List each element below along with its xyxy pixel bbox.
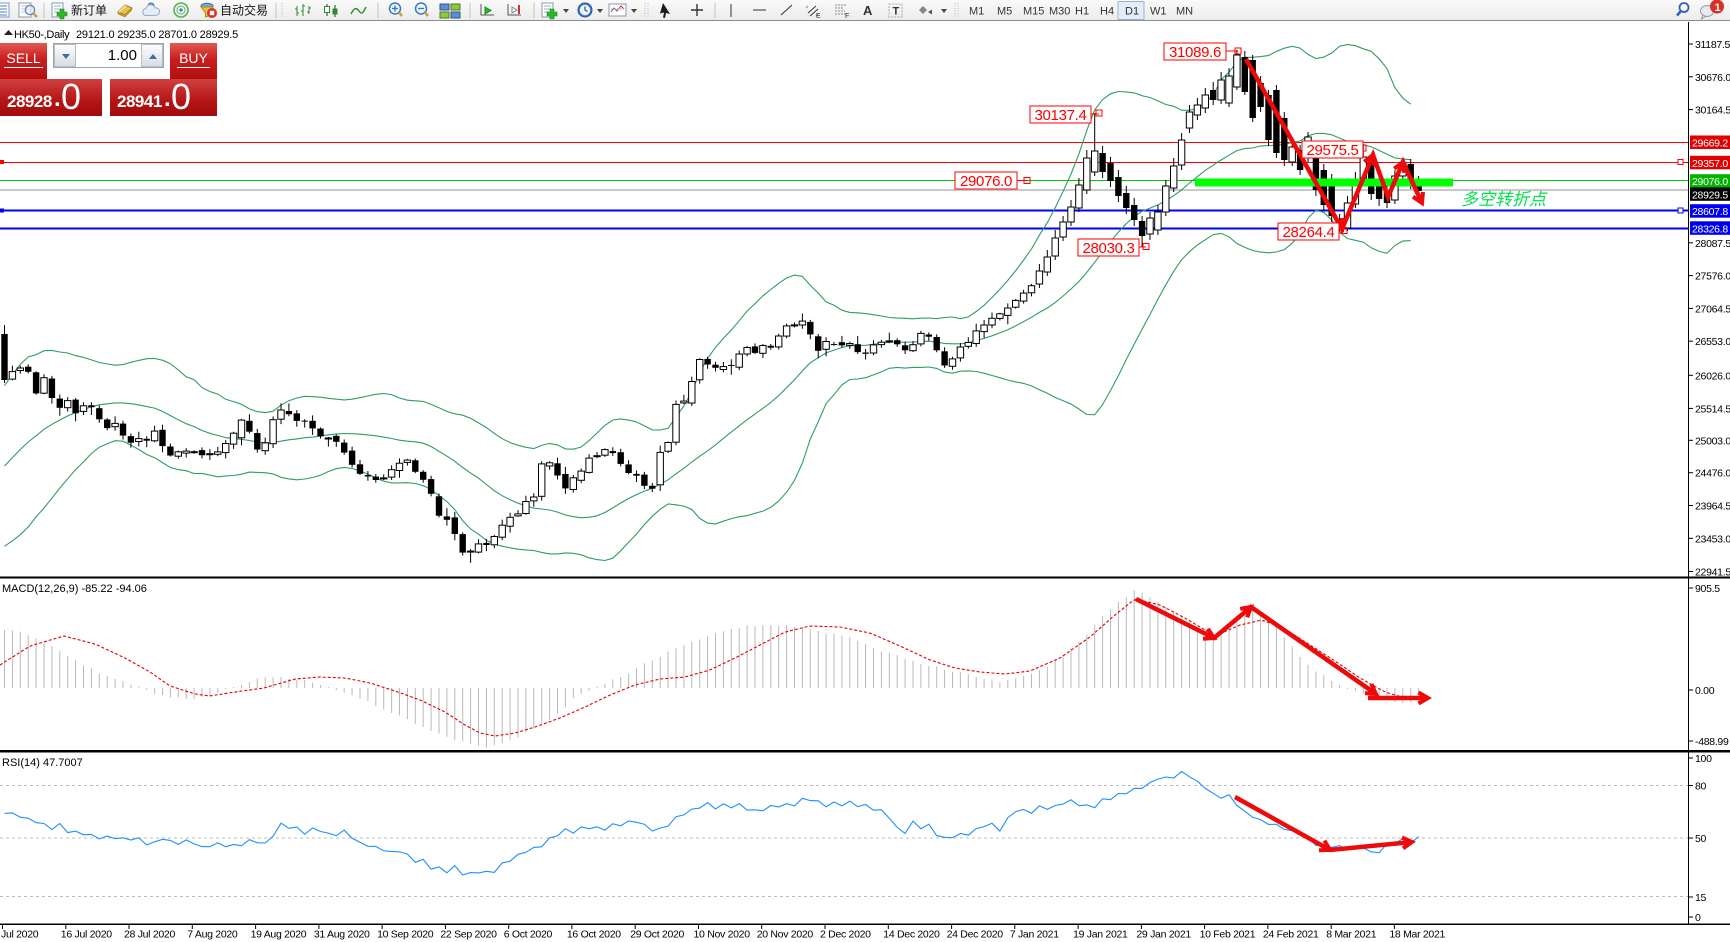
- svg-text:10 Feb 2021: 10 Feb 2021: [1200, 929, 1256, 941]
- svg-text:50: 50: [1695, 833, 1707, 845]
- svg-text:D1: D1: [1125, 6, 1139, 18]
- svg-text:29 Jan 2021: 29 Jan 2021: [1136, 929, 1191, 941]
- svg-text:29121.0 29235.0 28701.0 28929.: 29121.0 29235.0 28701.0 28929.5: [76, 29, 238, 41]
- svg-text:28607.8: 28607.8: [1692, 206, 1728, 218]
- svg-text:24 Feb 2021: 24 Feb 2021: [1263, 929, 1319, 941]
- svg-text:905.5: 905.5: [1695, 583, 1720, 595]
- svg-text:10 Sep 2020: 10 Sep 2020: [377, 929, 434, 941]
- svg-text:27064.5: 27064.5: [1695, 303, 1730, 315]
- svg-text:M15: M15: [1023, 6, 1044, 18]
- svg-text:31 Aug 2020: 31 Aug 2020: [314, 929, 370, 941]
- svg-text:25003.0: 25003.0: [1695, 435, 1730, 447]
- svg-text:M1: M1: [969, 6, 984, 18]
- svg-text:29575.5: 29575.5: [1306, 142, 1358, 159]
- svg-text:0.00: 0.00: [1695, 685, 1715, 697]
- svg-text:自动交易: 自动交易: [220, 3, 268, 18]
- svg-text:24 Dec 2020: 24 Dec 2020: [947, 929, 1004, 941]
- svg-text:26026.0: 26026.0: [1695, 370, 1730, 382]
- svg-text:0: 0: [1695, 912, 1701, 924]
- svg-text:30676.0: 30676.0: [1695, 72, 1730, 84]
- svg-text:29357.0: 29357.0: [1692, 158, 1728, 170]
- svg-text:8 Mar 2021: 8 Mar 2021: [1326, 929, 1377, 941]
- svg-text:16 Jul 2020: 16 Jul 2020: [61, 929, 112, 941]
- svg-text:25514.5: 25514.5: [1695, 403, 1730, 415]
- svg-text:28 Jul 2020: 28 Jul 2020: [124, 929, 175, 941]
- svg-text:M30: M30: [1049, 6, 1070, 18]
- svg-text:1: 1: [1715, 2, 1721, 14]
- svg-text:23453.0: 23453.0: [1695, 533, 1730, 545]
- svg-text:30164.5: 30164.5: [1695, 105, 1730, 117]
- svg-text:22 Sep 2020: 22 Sep 2020: [440, 929, 497, 941]
- svg-text:H1: H1: [1075, 6, 1089, 18]
- svg-text:27576.0: 27576.0: [1695, 271, 1730, 283]
- svg-text:6 Oct 2020: 6 Oct 2020: [504, 929, 553, 941]
- svg-text:22941.5: 22941.5: [1695, 567, 1730, 579]
- svg-text:18 Mar 2021: 18 Mar 2021: [1389, 929, 1445, 941]
- svg-text:80: 80: [1695, 781, 1707, 793]
- svg-text:新订单: 新订单: [71, 3, 107, 18]
- svg-text:-488.99: -488.99: [1695, 736, 1729, 748]
- svg-text:10 Nov 2020: 10 Nov 2020: [694, 929, 751, 941]
- svg-text:30137.4: 30137.4: [1034, 107, 1086, 124]
- svg-text:14 Dec 2020: 14 Dec 2020: [883, 929, 940, 941]
- svg-text:31089.6: 31089.6: [1169, 44, 1221, 61]
- svg-text:28087.5: 28087.5: [1695, 238, 1730, 250]
- svg-text:T: T: [893, 6, 900, 18]
- svg-text:24476.0: 24476.0: [1695, 468, 1730, 480]
- svg-text:Jul 2020: Jul 2020: [1, 929, 39, 941]
- svg-text:E: E: [816, 13, 821, 20]
- svg-text:MN: MN: [1176, 6, 1193, 18]
- svg-text:28929.5: 28929.5: [1692, 189, 1728, 201]
- svg-text:7 Aug 2020: 7 Aug 2020: [187, 929, 238, 941]
- svg-text:29669.2: 29669.2: [1692, 138, 1728, 150]
- svg-text:28030.3: 28030.3: [1082, 240, 1134, 257]
- svg-text:MACD(12,26,9) -85.22 -94.06: MACD(12,26,9) -85.22 -94.06: [2, 583, 147, 595]
- svg-text:16 Oct 2020: 16 Oct 2020: [567, 929, 621, 941]
- svg-text:F: F: [845, 13, 849, 20]
- svg-text:M5: M5: [997, 6, 1012, 18]
- svg-text:23964.5: 23964.5: [1695, 501, 1730, 513]
- svg-text:RSI(14) 47.7007: RSI(14) 47.7007: [2, 757, 83, 769]
- svg-text:29 Oct 2020: 29 Oct 2020: [630, 929, 684, 941]
- svg-text:26553.0: 26553.0: [1695, 336, 1730, 348]
- svg-text:A: A: [863, 3, 873, 18]
- svg-text:28326.8: 28326.8: [1692, 223, 1728, 235]
- svg-text:多空转折点: 多空转折点: [1461, 190, 1548, 209]
- svg-text:W1: W1: [1150, 6, 1167, 18]
- svg-text:19 Jan 2021: 19 Jan 2021: [1073, 929, 1128, 941]
- svg-text:20 Nov 2020: 20 Nov 2020: [757, 929, 814, 941]
- svg-text:28264.4: 28264.4: [1282, 224, 1334, 241]
- svg-text:H4: H4: [1100, 6, 1114, 18]
- svg-text:100: 100: [1695, 753, 1712, 765]
- svg-text:15: 15: [1695, 892, 1707, 904]
- svg-text:2 Dec 2020: 2 Dec 2020: [820, 929, 871, 941]
- svg-text:HK50-,Daily: HK50-,Daily: [14, 29, 70, 41]
- svg-text:19 Aug 2020: 19 Aug 2020: [251, 929, 307, 941]
- svg-text:31187.5: 31187.5: [1695, 39, 1730, 51]
- svg-text:29076.0: 29076.0: [960, 173, 1012, 190]
- svg-text:7 Jan 2021: 7 Jan 2021: [1010, 929, 1059, 941]
- svg-text:29076.0: 29076.0: [1692, 176, 1728, 188]
